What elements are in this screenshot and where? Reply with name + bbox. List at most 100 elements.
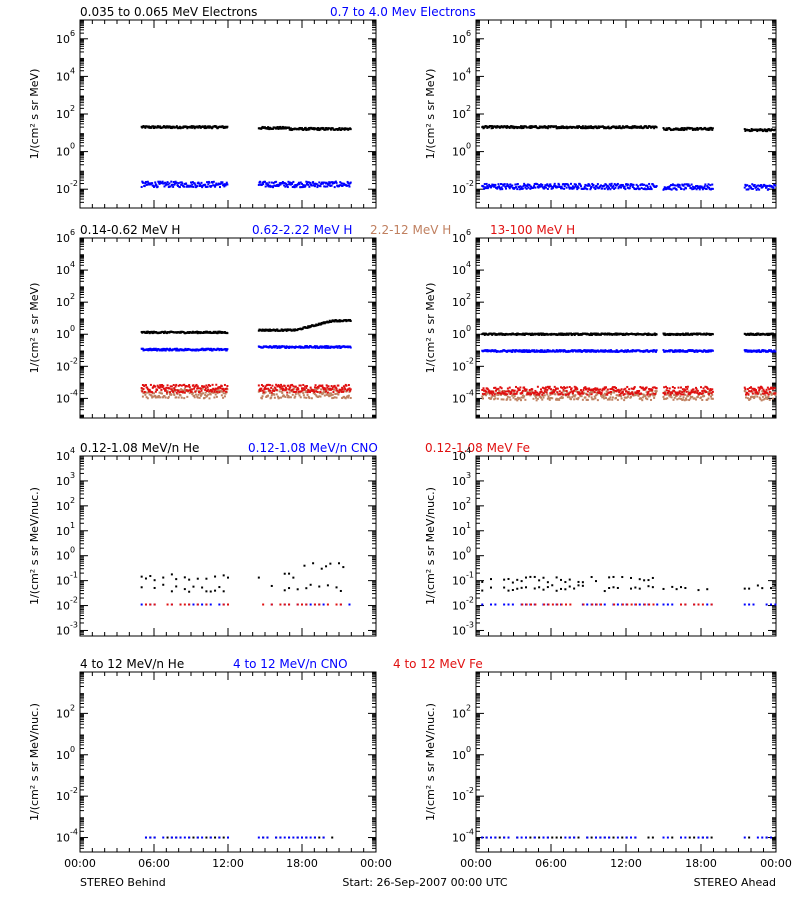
data-point xyxy=(324,346,327,349)
data-point xyxy=(191,391,194,394)
data-point xyxy=(691,188,694,191)
data-point xyxy=(611,185,614,188)
data-point xyxy=(511,394,514,397)
data-point xyxy=(301,182,303,185)
data-point xyxy=(259,389,262,392)
data-point xyxy=(307,127,310,130)
data-point xyxy=(676,183,679,186)
data-point xyxy=(502,398,505,401)
data-point xyxy=(556,186,559,189)
data-point xyxy=(485,187,487,190)
data-point xyxy=(310,397,313,400)
data-point xyxy=(166,384,169,387)
data-point xyxy=(264,180,266,183)
y-tick-label: 10 xyxy=(56,183,70,196)
data-point xyxy=(576,185,579,188)
plot-frame xyxy=(475,19,777,209)
data-point xyxy=(561,386,564,389)
data-point xyxy=(307,395,310,398)
data-point xyxy=(306,393,309,396)
data-point xyxy=(521,394,524,397)
data-point xyxy=(690,187,692,190)
data-point xyxy=(625,126,628,129)
data-point xyxy=(619,184,622,187)
data-point xyxy=(169,185,172,188)
data-point xyxy=(530,185,532,188)
data-point xyxy=(329,346,332,349)
data-point xyxy=(179,394,182,397)
data-point xyxy=(316,345,319,348)
data-point xyxy=(641,396,644,399)
data-point xyxy=(765,128,768,131)
data-point xyxy=(304,126,307,129)
data-point xyxy=(578,182,581,185)
data-point xyxy=(676,398,679,401)
data-point xyxy=(557,126,560,129)
data-point xyxy=(564,387,567,390)
data-point xyxy=(685,397,687,400)
data-point xyxy=(708,188,711,191)
data-point xyxy=(175,391,178,394)
data-point xyxy=(608,186,611,189)
data-point xyxy=(178,389,181,392)
data-point xyxy=(284,389,287,392)
data-point xyxy=(707,397,710,400)
data-point xyxy=(766,397,769,400)
data-point xyxy=(673,184,676,187)
data-point xyxy=(571,187,574,190)
data-point xyxy=(320,346,323,349)
data-point xyxy=(706,185,709,188)
data-point xyxy=(219,387,222,390)
data-point xyxy=(683,188,686,191)
data-point xyxy=(190,390,193,393)
data-point xyxy=(515,385,517,388)
data-point xyxy=(161,392,164,395)
data-point xyxy=(306,181,309,184)
data-point xyxy=(273,181,276,184)
data-point xyxy=(213,184,216,187)
data-point xyxy=(331,181,334,184)
data-point xyxy=(289,127,292,130)
data-point xyxy=(640,397,642,400)
data-point xyxy=(330,385,333,388)
data-point xyxy=(505,185,508,188)
data-point xyxy=(198,182,201,185)
data-point xyxy=(164,396,167,399)
data-point xyxy=(686,332,689,335)
data-point xyxy=(651,350,654,353)
data-point xyxy=(194,349,197,352)
series-unnamed-1 xyxy=(481,349,777,353)
data-point xyxy=(580,185,582,188)
data-point xyxy=(141,180,144,183)
data-point xyxy=(551,392,554,395)
data-point xyxy=(524,186,527,189)
series-13-100-mev-h xyxy=(140,383,352,394)
data-point xyxy=(693,127,696,130)
data-point xyxy=(324,185,327,188)
data-point xyxy=(592,184,595,187)
data-point xyxy=(609,188,612,191)
data-point xyxy=(163,185,166,188)
data-point xyxy=(655,333,658,336)
data-point xyxy=(543,394,546,397)
data-point xyxy=(220,347,223,350)
data-point xyxy=(743,186,746,189)
data-point xyxy=(529,392,532,395)
data-point xyxy=(347,128,350,131)
data-point xyxy=(146,331,149,334)
data-point xyxy=(280,329,283,332)
data-point xyxy=(286,183,289,186)
data-point xyxy=(615,333,618,336)
data-point xyxy=(606,393,609,396)
data-point xyxy=(583,392,586,395)
data-point xyxy=(271,384,274,387)
data-point xyxy=(307,183,310,186)
data-point xyxy=(491,390,494,393)
data-point xyxy=(340,128,343,131)
data-point xyxy=(288,388,291,391)
data-point xyxy=(146,183,149,186)
data-point xyxy=(331,388,334,391)
data-point xyxy=(151,391,154,394)
data-point xyxy=(748,184,751,187)
data-point xyxy=(273,346,276,349)
